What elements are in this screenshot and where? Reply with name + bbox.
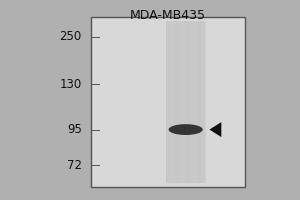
Text: 250: 250 xyxy=(59,30,82,43)
FancyBboxPatch shape xyxy=(166,21,205,183)
Text: 72: 72 xyxy=(67,159,82,172)
Text: 95: 95 xyxy=(67,123,82,136)
Polygon shape xyxy=(209,122,221,137)
Ellipse shape xyxy=(169,124,203,135)
FancyBboxPatch shape xyxy=(91,17,245,187)
Text: MDA-MB435: MDA-MB435 xyxy=(130,9,206,22)
Text: 130: 130 xyxy=(59,78,82,91)
